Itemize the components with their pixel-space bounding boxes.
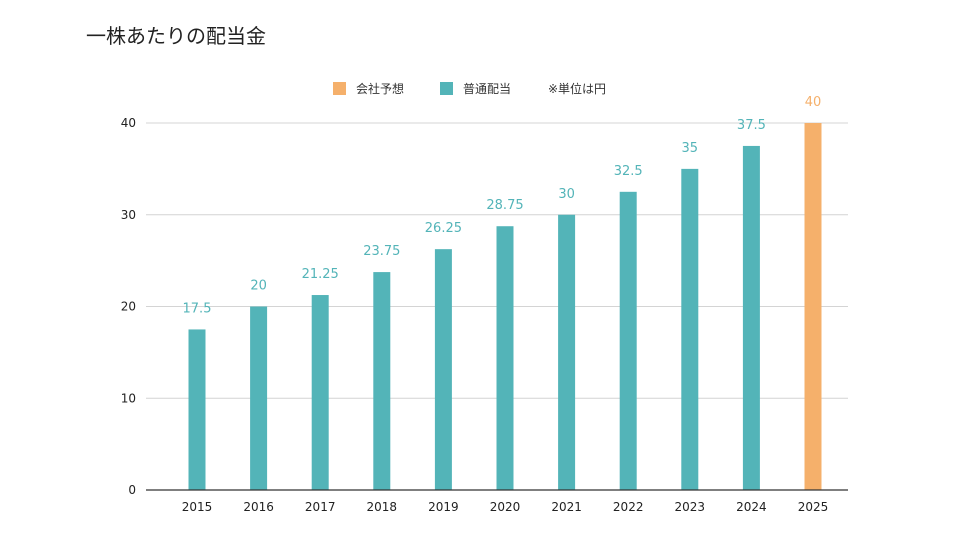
x-tick-label: 2015 [182,500,213,514]
y-tick-label: 10 [121,391,136,405]
data-label: 28.75 [486,198,523,213]
bar [619,191,637,490]
data-label: 30 [558,187,575,202]
data-label: 17.5 [183,301,212,316]
legend-swatch-regular [440,82,453,95]
x-tick-label: 2022 [613,500,644,514]
data-label: 26.25 [425,221,462,236]
data-label: 40 [805,95,822,110]
bar [250,306,268,490]
bar [681,168,699,490]
y-tick-label: 20 [121,300,136,314]
legend-swatch-forecast [333,82,346,95]
data-label: 32.5 [614,164,643,179]
x-tick-label: 2018 [367,500,398,514]
x-tick-label: 2025 [798,500,829,514]
data-label: 20 [250,279,267,294]
data-label: 23.75 [363,244,400,259]
bar [188,329,206,490]
data-label: 21.25 [302,267,339,282]
y-tick-label: 40 [121,116,136,130]
x-tick-label: 2024 [736,500,767,514]
legend-note-unit: ※単位は円 [548,81,606,96]
bar [496,226,514,490]
bar [434,249,452,490]
x-tick-label: 2017 [305,500,336,514]
bar [742,145,760,490]
legend-label-forecast: 会社予想 [356,81,404,96]
page-title: 一株あたりの配当金 [86,24,266,48]
data-label: 37.5 [737,118,766,133]
bar [558,214,576,490]
bar [311,295,329,490]
data-label: 35 [682,141,699,156]
y-tick-label: 30 [121,208,136,222]
chart-legend: 会社予想 普通配当 ※単位は円 [333,81,606,96]
x-axis-labels: 2015 2016 2017 2018 2019 2020 2021 2022 2023 2024… [182,500,829,514]
x-tick-label: 2019 [428,500,459,514]
x-tick-label: 2020 [490,500,521,514]
y-tick-label: 0 [128,483,136,497]
bar [373,272,391,490]
x-tick-label: 2023 [675,500,706,514]
bar [804,123,822,490]
x-tick-label: 2021 [551,500,582,514]
bars [188,123,822,490]
x-tick-label: 2016 [243,500,274,514]
legend-label-regular: 普通配当 [463,82,511,96]
data-labels: 17.5 20 21.25 23.75 26.25 28.75 30 32.5 35 37.5 40 [183,95,822,316]
y-axis-labels: 0 10 20 30 40 [121,116,136,497]
